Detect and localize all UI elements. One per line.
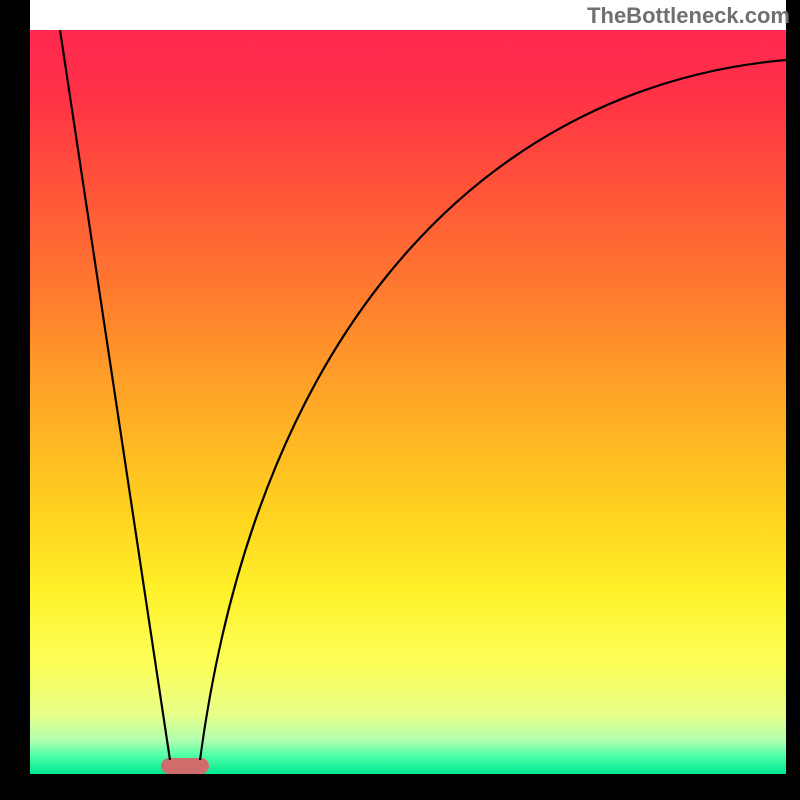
frame-bottom	[0, 774, 800, 800]
frame-left	[0, 0, 30, 800]
bottleneck-chart: TheBottleneck.com	[0, 0, 800, 800]
watermark-text: TheBottleneck.com	[587, 3, 790, 29]
plot-background	[30, 30, 786, 774]
bottleneck-marker	[161, 758, 209, 774]
chart-svg	[0, 0, 800, 800]
frame-right	[786, 0, 800, 800]
